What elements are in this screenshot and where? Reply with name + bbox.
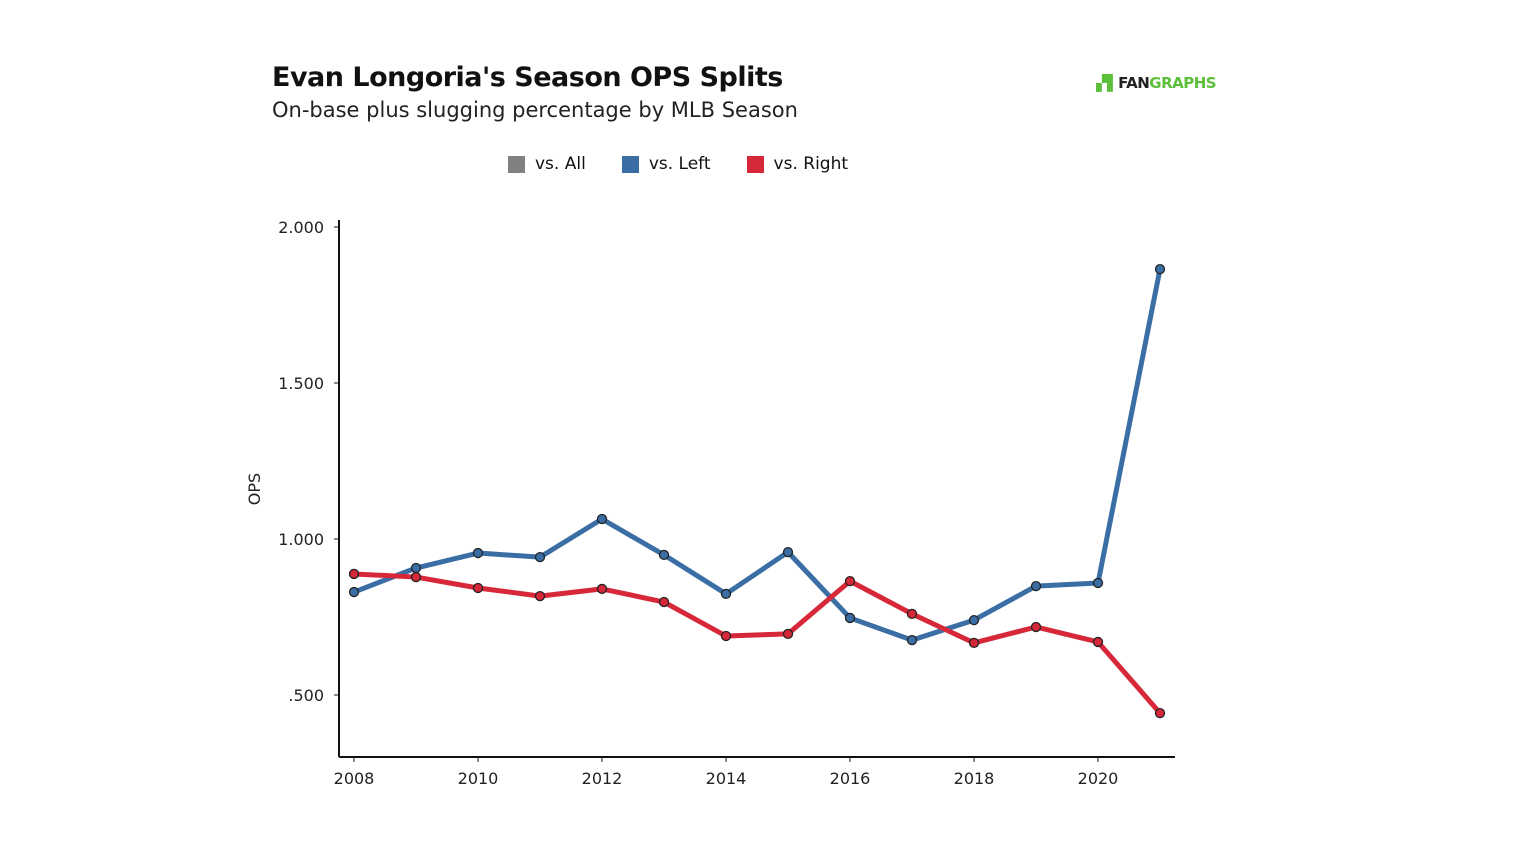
data-point bbox=[410, 562, 422, 574]
x-tick-label: 2012 bbox=[582, 769, 623, 788]
series-line-vs-left bbox=[351, 266, 1163, 643]
y-axis-label: OPS bbox=[245, 473, 264, 505]
data-point bbox=[596, 513, 608, 525]
y-tick-label: .500 bbox=[288, 686, 324, 705]
data-point bbox=[782, 546, 794, 558]
data-point bbox=[1092, 636, 1104, 648]
data-point bbox=[720, 630, 732, 642]
data-point bbox=[410, 571, 422, 583]
legend-label: vs. Left bbox=[648, 154, 711, 174]
chart-subtitle: On-base plus slugging percentage by MLB … bbox=[272, 98, 798, 122]
x-tick-label: 2018 bbox=[954, 769, 995, 788]
data-point bbox=[534, 590, 546, 602]
x-tick-label: 2008 bbox=[334, 769, 375, 788]
y-tick-label: 1.000 bbox=[278, 530, 324, 549]
legend: vs. All vs. Left vs. Right bbox=[508, 154, 848, 174]
data-point bbox=[1030, 580, 1042, 592]
data-point bbox=[472, 582, 484, 594]
data-point bbox=[658, 596, 670, 608]
data-point bbox=[596, 583, 608, 595]
legend-label: vs. Right bbox=[773, 154, 849, 174]
data-point bbox=[844, 612, 856, 624]
data-point bbox=[472, 547, 484, 559]
x-tick-label: 2016 bbox=[830, 769, 871, 788]
data-point bbox=[534, 551, 546, 563]
data-point bbox=[844, 575, 856, 587]
data-point bbox=[658, 549, 670, 561]
series-line-vs-right bbox=[351, 571, 1163, 716]
x-tick-label: 2010 bbox=[458, 769, 499, 788]
y-tick-label: 1.500 bbox=[278, 374, 324, 393]
legend-item-right[interactable]: vs. Right bbox=[746, 154, 849, 174]
x-tick-label: 2014 bbox=[706, 769, 747, 788]
data-point bbox=[348, 586, 360, 598]
data-point bbox=[968, 637, 980, 649]
data-point bbox=[906, 608, 918, 620]
legend-swatch bbox=[508, 155, 525, 173]
data-point bbox=[1092, 577, 1104, 589]
y-tick-label: 2.000 bbox=[278, 218, 324, 237]
legend-item-all[interactable]: vs. All bbox=[508, 154, 586, 174]
x-tick-label: 2020 bbox=[1078, 769, 1119, 788]
data-point bbox=[348, 568, 360, 580]
data-point bbox=[782, 628, 794, 639]
chart-title: Evan Longoria's Season OPS Splits bbox=[272, 62, 783, 93]
data-point bbox=[1154, 707, 1166, 719]
legend-swatch bbox=[746, 155, 764, 173]
data-point bbox=[906, 634, 918, 646]
data-point bbox=[1030, 621, 1042, 633]
legend-label: vs. All bbox=[535, 154, 586, 174]
legend-swatch bbox=[621, 155, 639, 173]
data-point bbox=[720, 588, 732, 600]
data-point bbox=[968, 614, 980, 626]
legend-item-left[interactable]: vs. Left bbox=[621, 154, 711, 174]
data-point bbox=[1154, 263, 1166, 275]
fangraphs-logo: ▞▌FANGRAPHS bbox=[1096, 74, 1217, 92]
